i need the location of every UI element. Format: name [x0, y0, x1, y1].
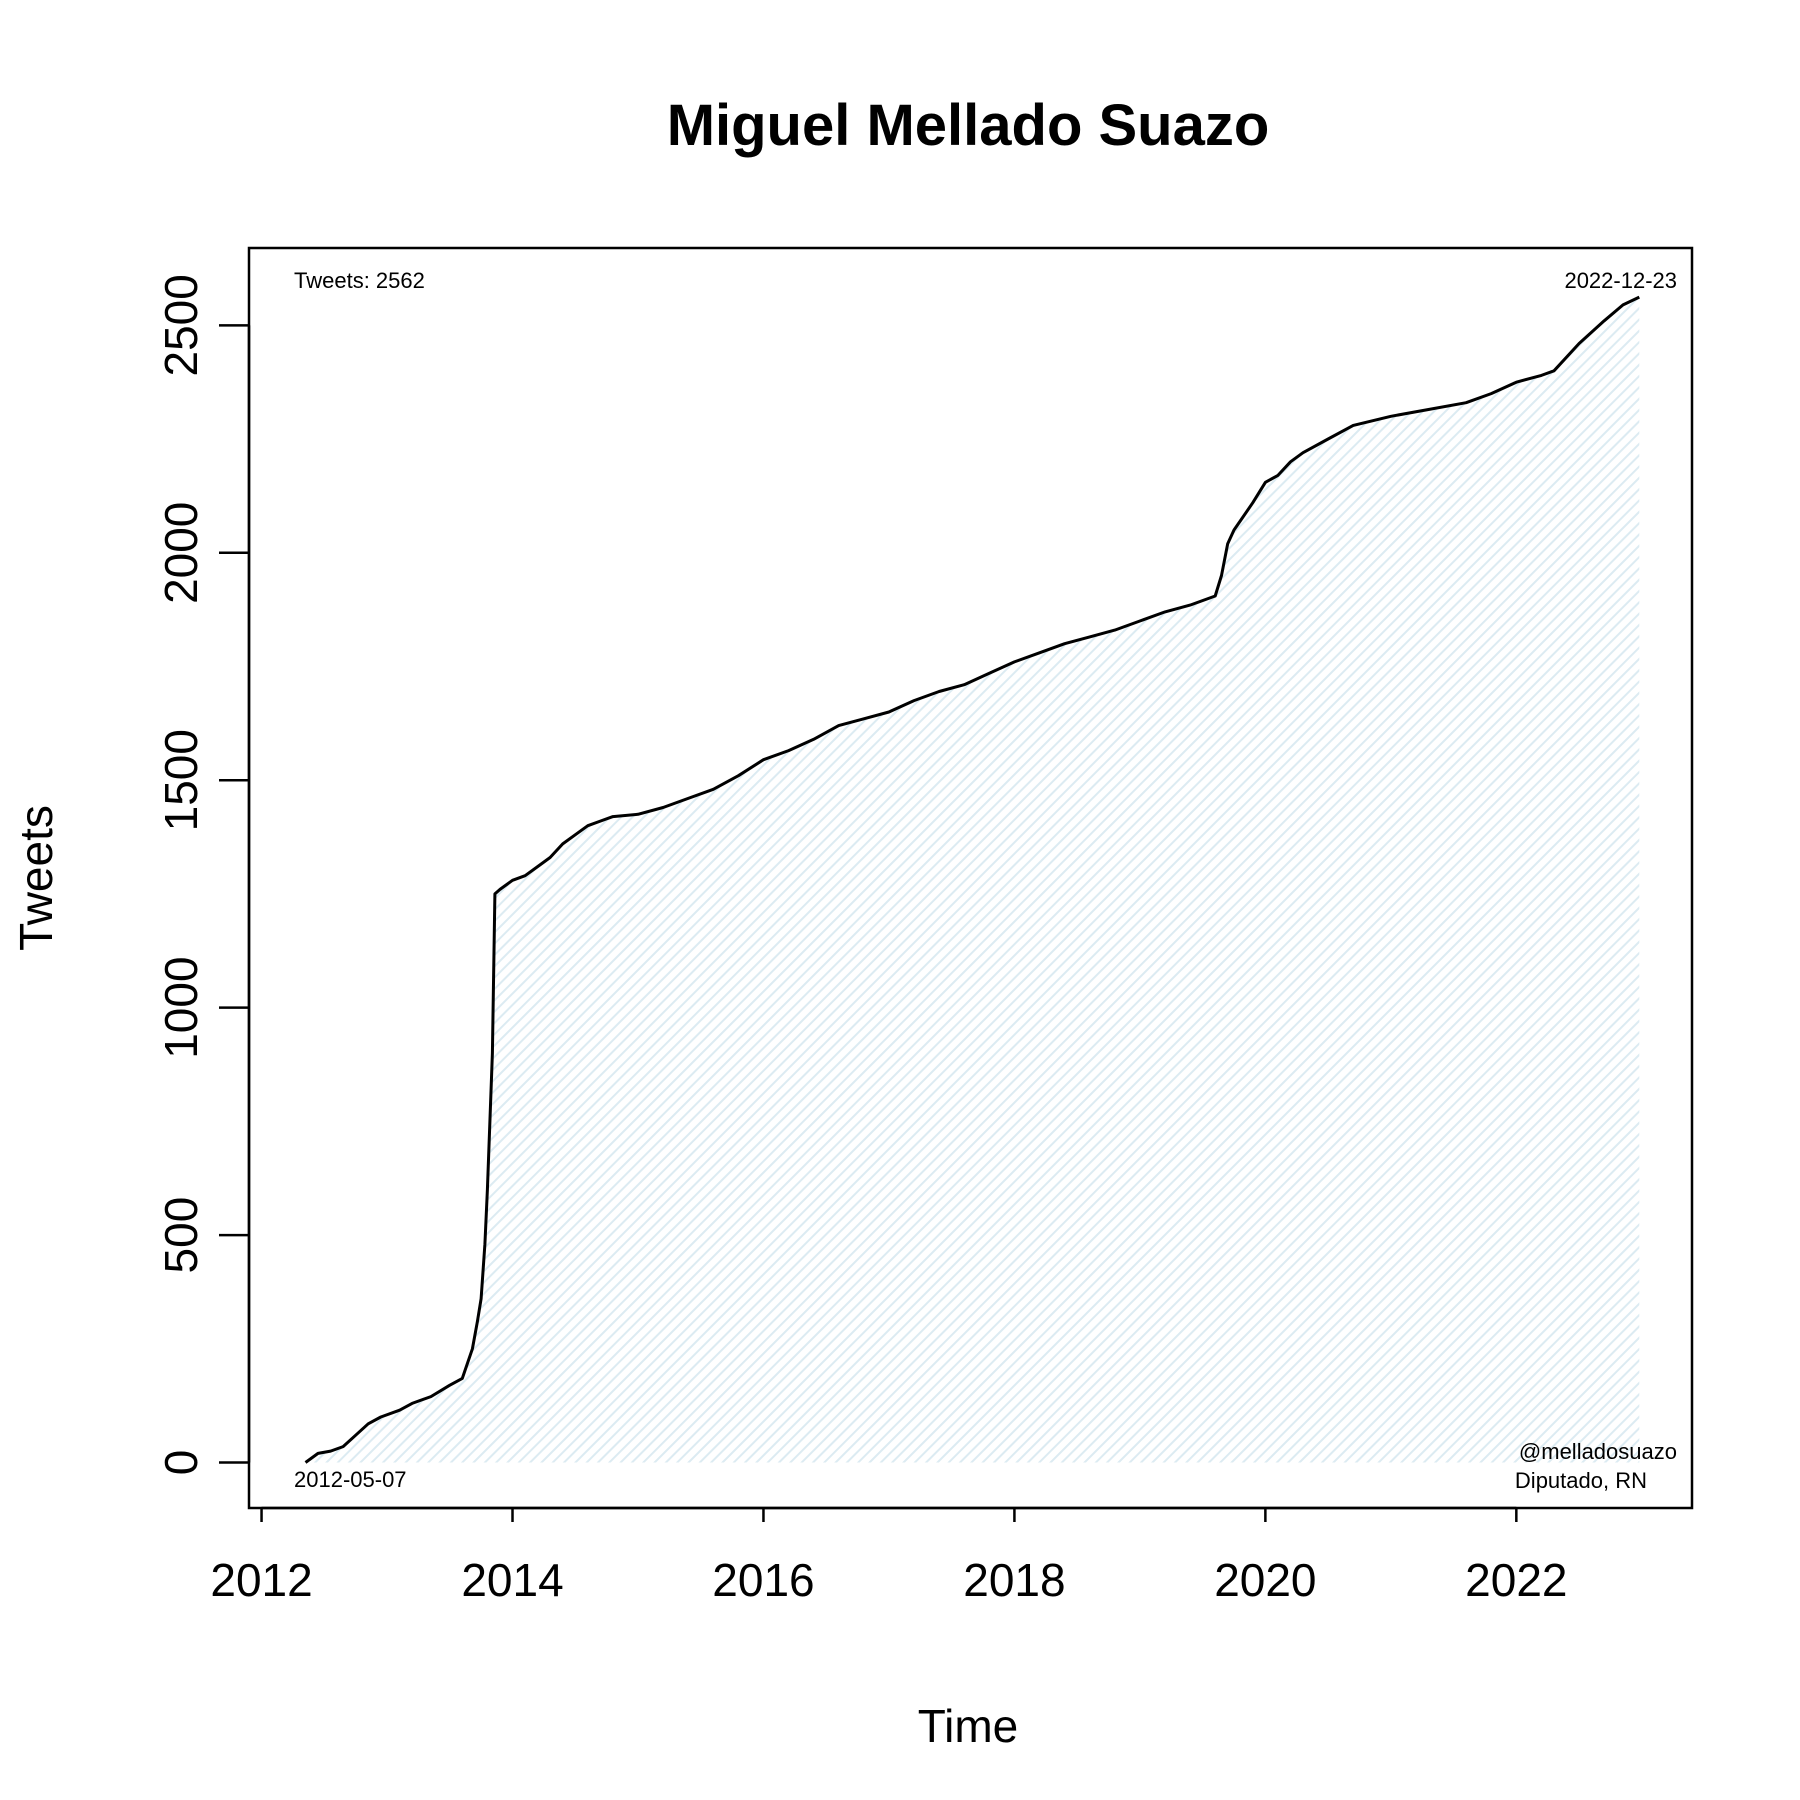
y-tick-label: 1000: [155, 956, 207, 1058]
y-tick-label: 0: [155, 1450, 207, 1476]
x-tick-label: 2012: [210, 1554, 312, 1606]
cumulative-area-fill: [305, 297, 1640, 1463]
y-tick-label: 2000: [155, 502, 207, 604]
y-axis-label: Tweets: [10, 805, 62, 951]
y-axis: 0 500 1000 1500 2000 2500: [155, 274, 251, 1476]
handle-annotation: @melladosuazo: [1519, 1439, 1677, 1464]
y-tick-label: 500: [155, 1197, 207, 1274]
x-tick-label: 2022: [1465, 1554, 1567, 1606]
chart-title: Miguel Mellado Suazo: [667, 93, 1270, 158]
start-date-annotation: 2012-05-07: [294, 1467, 407, 1492]
x-axis-label: Time: [918, 1700, 1019, 1752]
plot-area: [247, 246, 1694, 1510]
x-axis: 2012 2014 2016 2018 2020 2022: [210, 1506, 1568, 1606]
x-tick-label: 2014: [461, 1554, 563, 1606]
x-tick-label: 2018: [963, 1554, 1065, 1606]
end-date-annotation: 2022-12-23: [1564, 268, 1677, 293]
tweets-count-annotation: Tweets: 2562: [294, 268, 425, 293]
y-tick-label: 2500: [155, 274, 207, 376]
x-tick-label: 2016: [712, 1554, 814, 1606]
cumulative-tweets-line: [304, 295, 1640, 1464]
y-tick-label: 1500: [155, 729, 207, 831]
role-annotation: Diputado, RN: [1515, 1468, 1647, 1493]
x-tick-label: 2020: [1214, 1554, 1316, 1606]
